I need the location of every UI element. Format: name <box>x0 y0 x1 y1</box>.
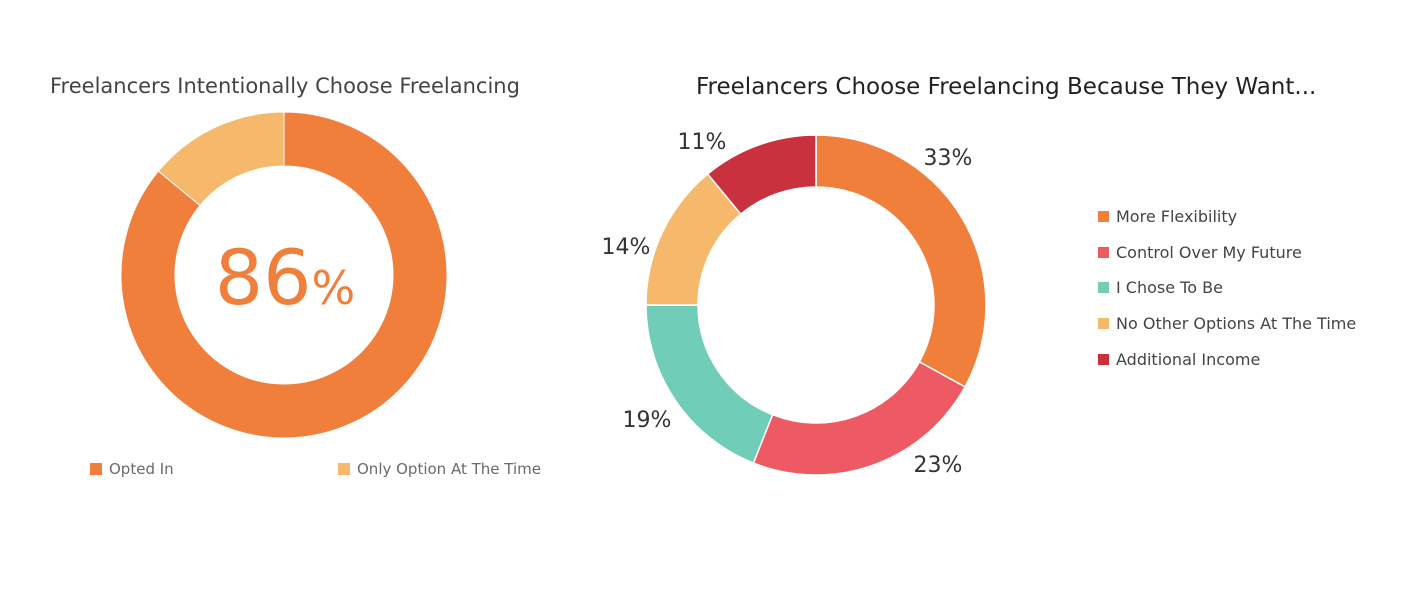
legend-label: Control Over My Future <box>1116 242 1302 262</box>
legend-swatch <box>90 463 102 475</box>
legend-swatch <box>338 463 350 475</box>
slice-opted-in <box>120 111 448 439</box>
legend-item-only-option-at-the-time: Only Option At The Time <box>338 460 541 478</box>
legend-item-additional-income: Additional Income <box>1098 350 1260 369</box>
data-label-additional-income: 11% <box>678 130 727 155</box>
slice-i-chose-to-be <box>645 304 774 465</box>
legend-swatch <box>1098 246 1109 258</box>
legend-item-more-flexibility: More Flexibility <box>1098 207 1237 226</box>
legend-label: Only Option At The Time <box>357 460 541 478</box>
legend-label: Opted In <box>109 460 174 478</box>
legend-label: Additional Income <box>1116 349 1261 369</box>
legend-item-no-other-options-at-the-time: No Other Options At The Time <box>1098 314 1356 333</box>
slice-only-option-at-the-time <box>157 111 285 207</box>
legend-label: More Flexibility <box>1116 207 1238 226</box>
chart1-title: Freelancers Intentionally Choose Freelan… <box>50 74 520 98</box>
legend-swatch <box>1098 353 1109 365</box>
legend-label: No Other Options At The Time <box>1116 314 1357 334</box>
legend-swatch <box>1098 211 1109 222</box>
slice-more-flexibility <box>815 134 987 388</box>
data-label-control-over-my-future: 23% <box>914 453 963 478</box>
legend-item-control-over-my-future: Control Over My Future <box>1098 243 1302 262</box>
chart2-title: Freelancers Choose Freelancing Because T… <box>696 74 1317 100</box>
legend-swatch <box>1098 282 1109 294</box>
data-label-i-chose-to-be: 19% <box>623 408 672 433</box>
slice-additional-income <box>706 134 817 216</box>
data-label-more-flexibility: 33% <box>924 146 973 171</box>
legend-item-i-chose-to-be: I Chose To Be <box>1098 278 1223 297</box>
data-label-no-other-options-at-the-time: 14% <box>602 235 651 260</box>
legend-item-opted-in: Opted In <box>90 460 174 478</box>
legend-label: I Chose To Be <box>1116 278 1223 298</box>
center-percentage: 86% <box>215 233 355 322</box>
legend-swatch <box>1098 318 1109 330</box>
